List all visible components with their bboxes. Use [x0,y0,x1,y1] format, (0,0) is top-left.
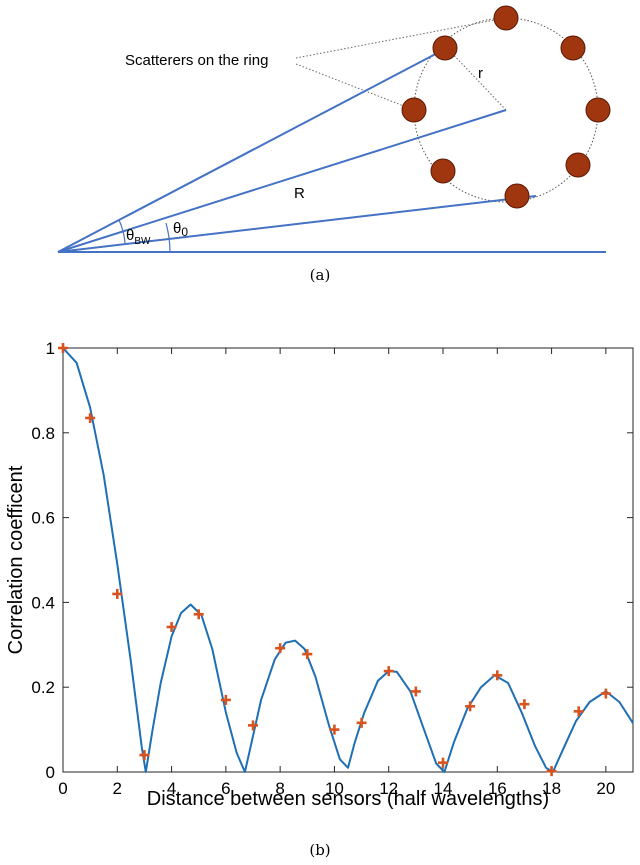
y-tick-label: 0.2 [31,678,55,697]
radius-label: r [478,65,483,82]
sample-marker [139,750,150,761]
scatterer [432,35,458,61]
x-tick-label: 16 [488,779,507,798]
x-tick-label: 14 [434,779,453,798]
x-tick-label: 2 [113,779,122,798]
correlation-curve-line [62,347,634,773]
angle-subscript: 0 [181,225,188,239]
y-tick-label: 0 [46,763,55,782]
caption-b: (b) [309,841,330,859]
sample-marker [410,686,421,697]
beam-upper-edge [57,47,448,253]
x-tick-label: 4 [167,779,176,798]
x-tick-label: 18 [542,779,561,798]
beamwidth-subscript: BW [134,236,151,247]
sample-marker [220,694,231,705]
sample-marker [573,706,584,717]
scatterer [560,35,586,61]
sample-marker [356,717,367,728]
series-markers [58,343,611,777]
series-curve [62,347,634,773]
sample-marker [302,649,313,660]
sample-marker [492,670,503,681]
y-tick-label: 0.6 [31,509,55,528]
sample-marker [112,588,123,599]
sample-marker [85,412,96,423]
sample-marker [438,757,448,768]
sample-marker [600,688,611,699]
beamwidth-label: θBW [126,227,151,247]
sample-marker [193,609,204,620]
sample-marker [329,724,340,735]
sample-marker [166,621,177,632]
label-pointer-top [295,17,506,59]
scatterer [585,97,611,123]
axis-ticks: 0 2 4 6 8 10 12 14 16 18 20 0 0.2 0.4 0.6 0.8 1 [31,339,633,798]
sample-marker [465,701,476,712]
plot-area-frame [62,347,634,773]
scatterer [401,97,427,123]
angle-arc [165,222,171,253]
sample-marker [275,643,286,654]
x-tick-label: 8 [275,779,284,798]
sample-marker [58,343,68,353]
beamwidth-arc [118,219,126,244]
label-pointer-bottom [295,63,415,111]
x-tick-label: 20 [596,779,615,798]
x-tick-label: 0 [58,779,67,798]
sample-marker [519,699,530,710]
y-tick-label: 1 [46,339,55,358]
distance-label: R [294,185,305,202]
scatterers [401,5,611,209]
x-tick-label: 6 [221,779,230,798]
beamwidth-symbol: θ [126,227,134,244]
beam-lines [57,47,606,253]
scatterer [504,183,530,209]
x-axis-title: Distance between sensors (half wavelengt… [147,788,549,810]
y-tick-label: 0.4 [31,593,55,612]
radius-line [446,47,507,111]
angle-label: θ0 [173,220,188,239]
ring-scatterer-diagram: Scatterers on the ring r R θBW θ0 (a) [57,5,611,284]
beam-center-line [57,109,507,253]
y-axis-title: Correlation coefficent [5,465,27,654]
angle-symbol: θ [173,220,181,237]
scatterer-label: Scatterers on the ring [125,52,268,69]
x-tick-label: 12 [379,779,398,798]
scatterer [565,152,591,178]
y-tick-label: 0.8 [31,424,55,443]
beam-lower-edge [57,195,537,253]
sample-marker [248,720,258,731]
scatterer [493,5,519,31]
caption-a: (a) [310,266,331,284]
x-tick-label: 10 [325,779,344,798]
sample-marker [383,666,394,677]
sample-marker [546,766,557,777]
scatterer [430,158,456,184]
